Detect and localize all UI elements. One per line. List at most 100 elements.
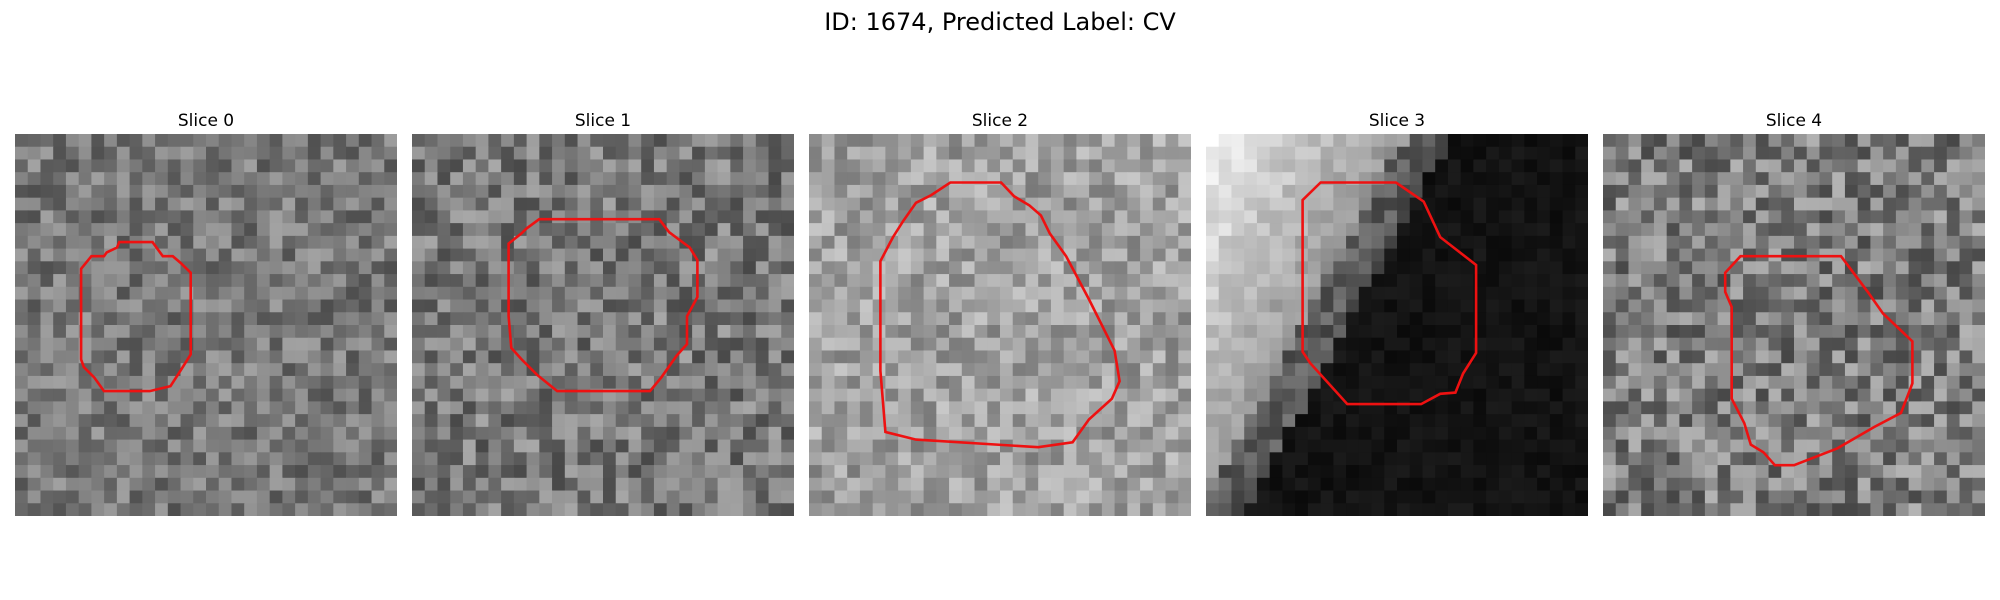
pixel: [371, 414, 385, 428]
pixel: [653, 159, 668, 173]
pixel: [1628, 172, 1642, 186]
pixel: [1615, 184, 1630, 199]
pixel: [1165, 388, 1179, 402]
pixel: [1946, 184, 1961, 199]
pixel: [564, 172, 579, 186]
pixel: [1473, 439, 1487, 453]
pixel: [1114, 223, 1128, 237]
pixel: [1679, 414, 1693, 428]
pixel: [1844, 325, 1859, 339]
pixel: [679, 375, 693, 390]
pixel: [1178, 375, 1191, 390]
pixel: [603, 452, 617, 466]
pixel: [717, 363, 731, 377]
pixel: [1384, 477, 1398, 492]
pixel: [615, 248, 630, 262]
pixel: [129, 261, 143, 275]
pixel: [1755, 477, 1770, 492]
pixel: [180, 388, 194, 402]
pixel: [847, 452, 861, 466]
pixel: [1050, 325, 1065, 339]
pixel: [129, 414, 143, 428]
pixel: [577, 286, 591, 301]
pixel: [256, 172, 271, 186]
pixel: [603, 134, 617, 148]
pixel: [1218, 248, 1233, 262]
pixel: [1575, 146, 1588, 161]
pixel: [231, 210, 245, 224]
pixel: [333, 337, 347, 352]
pixel: [1704, 325, 1719, 339]
pixel: [1653, 477, 1668, 492]
pixel: [1653, 261, 1668, 275]
pixel: [1140, 235, 1154, 250]
pixel: [615, 235, 630, 250]
pixel: [307, 312, 322, 326]
pixel: [781, 312, 794, 326]
pixel: [1282, 452, 1296, 466]
pixel: [1562, 146, 1576, 161]
pixel: [1730, 210, 1744, 224]
pixel: [513, 490, 528, 504]
pixel: [1231, 426, 1245, 441]
pixel: [155, 401, 169, 415]
pixel: [1333, 426, 1347, 441]
pixel: [180, 439, 194, 453]
pixel: [1063, 184, 1077, 199]
pixel: [346, 375, 360, 390]
pixel: [1641, 146, 1655, 161]
pixel: [1934, 299, 1948, 313]
pixel: [704, 350, 719, 364]
pixel: [1307, 210, 1322, 224]
pixel: [462, 235, 477, 250]
pixel: [450, 261, 464, 275]
pixel: [1000, 312, 1014, 326]
pixel: [539, 299, 553, 313]
pixel: [1946, 159, 1961, 173]
pixel: [244, 223, 258, 237]
pixel: [282, 337, 296, 352]
pixel: [743, 325, 757, 339]
pixel: [1000, 210, 1014, 224]
pixel: [450, 465, 464, 479]
pixel: [1921, 312, 1935, 326]
pixel: [1127, 452, 1141, 466]
pixel: [437, 414, 451, 428]
pixel: [859, 426, 874, 441]
pixel: [346, 350, 360, 364]
pixel: [898, 261, 912, 275]
pixel: [1946, 286, 1961, 301]
pixel: [1870, 172, 1884, 186]
pixel: [768, 414, 782, 428]
pixel: [27, 146, 42, 161]
pixel: [1794, 159, 1808, 173]
pixel: [564, 210, 579, 224]
pixel: [1165, 197, 1179, 211]
pixel: [1768, 426, 1782, 441]
pixel: [1870, 134, 1884, 148]
pixel: [885, 197, 899, 211]
pixel: [91, 465, 105, 479]
pixel: [129, 337, 143, 352]
pixel: [1012, 426, 1027, 441]
pixel: [1076, 465, 1090, 479]
pixel: [1743, 184, 1757, 199]
pixel: [1038, 274, 1052, 288]
pixel: [1114, 184, 1128, 199]
pixel: [1206, 312, 1220, 326]
pixel: [1101, 172, 1116, 186]
pixel: [1641, 375, 1655, 390]
pixel: [282, 197, 296, 211]
pixel: [1743, 134, 1757, 148]
pixel: [1333, 414, 1347, 428]
pixel: [615, 439, 630, 453]
pixel: [834, 375, 848, 390]
pixel: [15, 465, 29, 479]
pixel: [218, 261, 233, 275]
pixel: [1615, 375, 1630, 390]
pixel: [755, 325, 770, 339]
pixel: [1152, 235, 1167, 250]
pixel: [641, 235, 655, 250]
pixel: [1653, 248, 1668, 262]
pixel: [1025, 325, 1039, 339]
